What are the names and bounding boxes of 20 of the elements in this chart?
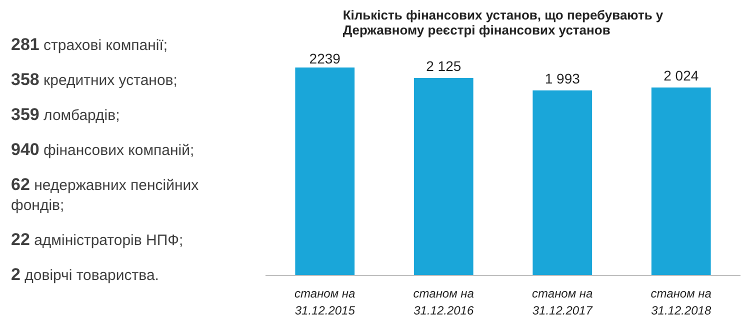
x-tick-label: станом на 31.12.2018 — [650, 286, 712, 318]
text: 22 адміністраторів НПФ; — [11, 230, 184, 251]
chart-title: Кількість фінансових установ, що перебувають у Державному реєстрі фінансових установ — [342, 8, 664, 38]
bar — [414, 78, 474, 276]
text: 940 фінансових компаній; — [11, 140, 196, 161]
bar — [532, 90, 592, 276]
bar — [295, 67, 355, 276]
bar — [651, 87, 711, 276]
data-label: 2 024 — [664, 67, 699, 84]
text: 281 страхові компанії; — [11, 35, 169, 56]
data-label: 2 125 — [426, 58, 462, 74]
text: 358 кредитних установ; — [11, 70, 178, 91]
text: 359 ломбардів; — [11, 105, 121, 126]
x-tick-label: станом на 31.12.2015 — [294, 286, 356, 318]
data-label: 2239 — [309, 50, 341, 66]
x-tick-label: станом на 31.12.2016 — [413, 286, 474, 318]
text: 2 довірчі товариства. — [11, 265, 160, 286]
text: 62 недержавних пенсійних фондів; — [11, 175, 200, 216]
data-label: 1 993 — [544, 70, 580, 86]
x-tick-label: станом на 31.12.2017 — [532, 286, 594, 318]
